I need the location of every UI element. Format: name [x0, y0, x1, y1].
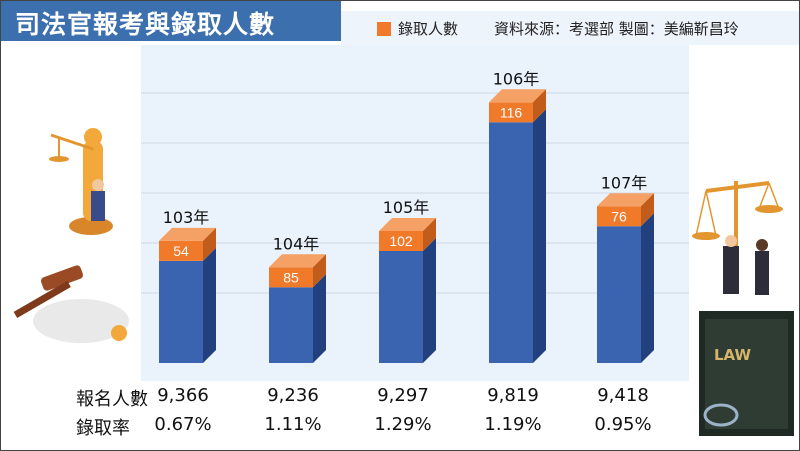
- applicants-cell: 9,236: [267, 385, 319, 406]
- data-label: 116: [500, 104, 523, 120]
- legend-swatch: [377, 22, 391, 36]
- applicants-row-label: 報名人數: [76, 389, 148, 410]
- category-label: 104年: [273, 234, 320, 253]
- bar-admitted-side: [203, 227, 216, 261]
- category-label: 105年: [383, 198, 430, 217]
- bar-body: [379, 251, 423, 363]
- bar-body: [159, 260, 203, 363]
- header-strip: [341, 11, 799, 45]
- category-label: 103年: [163, 208, 210, 227]
- category-label: 107年: [601, 173, 648, 192]
- data-label: 102: [389, 233, 413, 249]
- bar-admitted: [269, 267, 313, 288]
- applicants-cell: 9,418: [597, 385, 649, 406]
- bar-body-side: [313, 274, 326, 363]
- bar-admitted: [159, 240, 203, 261]
- bar-admitted-top: [269, 254, 326, 268]
- applicants-cell: 9,819: [487, 385, 539, 406]
- bar-admitted-top: [489, 89, 546, 103]
- bar-admitted-top: [597, 193, 654, 207]
- applicants-cell: 9,297: [377, 385, 429, 406]
- bar-admitted-side: [641, 193, 654, 227]
- data-label: 54: [173, 243, 189, 259]
- rate-cell: 1.11%: [264, 414, 322, 435]
- data-label: 85: [283, 269, 299, 285]
- category-label: 106年: [493, 69, 540, 88]
- bar-admitted: [379, 231, 423, 251]
- bar-body: [269, 287, 313, 363]
- rate-cell: 1.19%: [484, 414, 542, 435]
- applicants-cell: 9,366: [157, 385, 209, 406]
- rate-row-label: 錄取率: [76, 418, 130, 439]
- rate-cell: 0.67%: [154, 414, 212, 435]
- legend-label: 錄取人數: [398, 20, 459, 38]
- law-book-label: LAW: [714, 346, 752, 364]
- bar-admitted: [597, 206, 641, 227]
- bar-admitted-side: [423, 218, 436, 251]
- chart-title: 司法官報考與錄取人數: [15, 10, 276, 39]
- bar-admitted-side: [313, 254, 326, 288]
- rate-cell: 0.95%: [594, 414, 652, 435]
- justice-statue-illustration: [13, 128, 129, 343]
- title-bar: 司法官報考與錄取人數: [1, 1, 341, 41]
- bar-admitted: [489, 102, 533, 123]
- bar-body: [597, 226, 641, 363]
- scales-and-law-books-illustration: [692, 181, 794, 436]
- data-label: 76: [611, 208, 627, 224]
- bar-body-side: [641, 213, 654, 363]
- bar-body-side: [533, 109, 546, 363]
- bar-body-side: [423, 238, 436, 363]
- bar-body: [489, 122, 533, 363]
- bar-admitted-side: [533, 89, 546, 123]
- bar-admitted-top: [379, 218, 436, 231]
- source-credit: 資料來源：考選部 製圖：美編靳昌玲: [494, 20, 739, 38]
- bar-body-side: [203, 247, 216, 363]
- rate-cell: 1.29%: [374, 414, 432, 435]
- bar-admitted-top: [159, 227, 216, 241]
